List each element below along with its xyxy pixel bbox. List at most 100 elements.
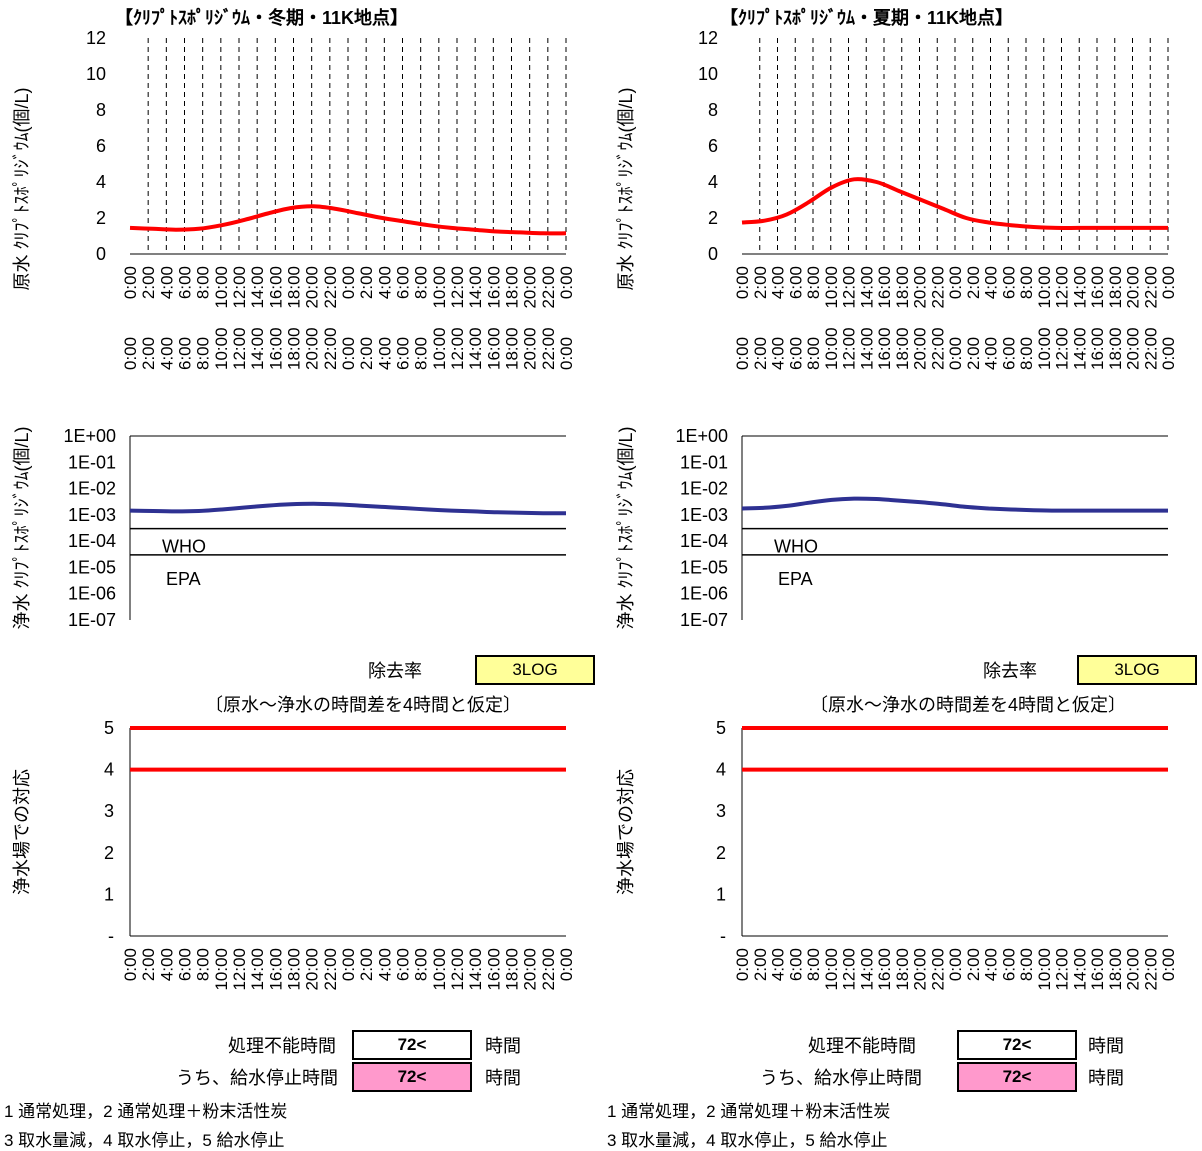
raw-time-label: 8:00 xyxy=(1017,266,1036,299)
raw-time-label: 20:00 xyxy=(1124,266,1143,309)
treated-time-label: 0:00 xyxy=(946,337,965,370)
log-tick-label: 1E-06 xyxy=(680,584,728,604)
response-time-label: 16:00 xyxy=(484,948,503,991)
response-time-label: 6:00 xyxy=(394,948,413,981)
raw-time-label: 8:00 xyxy=(194,266,213,299)
treated-time-label: 4:00 xyxy=(157,337,176,370)
supply-stop-time-label: うち、給水停止時間 xyxy=(176,1068,338,1088)
response-time-label: 22:00 xyxy=(321,948,340,991)
y-tick-label: 12 xyxy=(698,28,718,48)
raw-time-label: 18:00 xyxy=(285,266,304,309)
response-time-label: 18:00 xyxy=(285,948,304,991)
response-tick-label: 2 xyxy=(104,843,114,863)
time-lag-assumption: 〔原水～浄水の時間差を4時間と仮定〕 xyxy=(205,695,522,715)
response-legend-line2: 3 取水量減，4 取水停止，5 給水停止 xyxy=(4,1131,285,1150)
response-tick-label: 2 xyxy=(716,843,726,863)
raw-time-label: 14:00 xyxy=(466,266,485,309)
raw-time-label: 2:00 xyxy=(964,266,983,299)
y-tick-label: 2 xyxy=(708,208,718,228)
treated-time-label: 12:00 xyxy=(230,327,249,370)
response-time-label: 8:00 xyxy=(194,948,213,981)
raw-time-label: 4:00 xyxy=(982,266,1001,299)
treated-time-label: 18:00 xyxy=(285,327,304,370)
time-lag-assumption: 〔原水～浄水の時間差を4時間と仮定〕 xyxy=(810,695,1127,715)
response-tick-label: 4 xyxy=(716,760,726,780)
removal-rate-label: 除去率 xyxy=(983,661,1037,681)
response-tick-label: 3 xyxy=(104,801,114,821)
y-tick-label: 10 xyxy=(86,64,106,84)
response-tick-label: 5 xyxy=(716,718,726,738)
response-tick-label: 1 xyxy=(104,884,114,904)
raw-time-label: 0:00 xyxy=(339,266,358,299)
treated-time-label: 16:00 xyxy=(266,327,285,370)
response-time-label: 6:00 xyxy=(999,948,1018,981)
raw-time-label: 18:00 xyxy=(893,266,912,309)
treated-time-label: 0:00 xyxy=(121,337,140,370)
y-tick-label: 6 xyxy=(708,136,718,156)
treated-time-label: 20:00 xyxy=(1124,327,1143,370)
response-time-label: 8:00 xyxy=(412,948,431,981)
raw-time-label: 6:00 xyxy=(786,266,805,299)
treated-time-label: 2:00 xyxy=(751,337,770,370)
treated-time-label: 0:00 xyxy=(339,337,358,370)
treated-time-label: 6:00 xyxy=(786,337,805,370)
treated-time-label: 20:00 xyxy=(303,327,322,370)
response-tick-label: - xyxy=(108,926,114,946)
response-time-label: 12:00 xyxy=(448,948,467,991)
raw-time-label: 2:00 xyxy=(139,266,158,299)
raw-time-label: 22:00 xyxy=(1141,266,1160,309)
treated-time-label: 22:00 xyxy=(1141,327,1160,370)
removal-rate-value: 3LOG xyxy=(475,655,595,685)
raw-time-label: 22:00 xyxy=(928,266,947,309)
response-time-label: 14:00 xyxy=(857,948,876,991)
raw-water-series-line xyxy=(741,177,1168,230)
supply-stop-time-value: 72< xyxy=(957,1062,1077,1092)
response-time-label: 10:00 xyxy=(430,948,449,991)
y-tick-label: 8 xyxy=(708,100,718,120)
y-axis-label: 原水 ｸﾘﾌﾟﾄｽﾎﾟﾘｼﾞｳﾑ(個/L) xyxy=(616,88,636,291)
response-time-label: 10:00 xyxy=(212,948,231,991)
raw-time-label: 4:00 xyxy=(375,266,394,299)
raw-time-label: 0:00 xyxy=(557,266,576,299)
raw-time-label: 0:00 xyxy=(733,266,752,299)
raw-time-label: 20:00 xyxy=(521,266,540,309)
response-time-label: 18:00 xyxy=(503,948,522,991)
y-axis-label: 浄水 ｸﾘﾌﾟﾄｽﾎﾟﾘｼﾞｳﾑ(個/L) xyxy=(12,427,32,630)
response-time-label: 0:00 xyxy=(557,948,576,981)
raw-time-label: 20:00 xyxy=(911,266,930,309)
y-tick-label: 8 xyxy=(96,100,106,120)
response-time-label: 2:00 xyxy=(751,948,770,981)
response-time-label: 0:00 xyxy=(946,948,965,981)
response-time-label: 18:00 xyxy=(893,948,912,991)
chart-title: 【ｸﾘﾌﾟﾄｽﾎﾟﾘｼﾞｳﾑ・夏期・11K地点】 xyxy=(720,7,1013,28)
supply-stop-time-unit: 時間 xyxy=(1088,1068,1124,1088)
treated-time-label: 8:00 xyxy=(1017,337,1036,370)
raw-time-label: 8:00 xyxy=(412,266,431,299)
log-tick-label: 1E-01 xyxy=(680,452,728,472)
response-time-label: 0:00 xyxy=(339,948,358,981)
raw-time-label: 2:00 xyxy=(751,266,770,299)
raw-time-label: 10:00 xyxy=(1035,266,1054,309)
response-time-label: 10:00 xyxy=(822,948,841,991)
response-time-label: 16:00 xyxy=(266,948,285,991)
treated-time-label: 14:00 xyxy=(248,327,267,370)
treated-time-label: 12:00 xyxy=(840,327,859,370)
raw-time-label: 6:00 xyxy=(176,266,195,299)
response-time-label: 4:00 xyxy=(769,948,788,981)
response-time-label: 4:00 xyxy=(982,948,1001,981)
response-time-label: 20:00 xyxy=(911,948,930,991)
treated-time-label: 4:00 xyxy=(769,337,788,370)
removal-rate-label: 除去率 xyxy=(368,661,422,681)
treated-time-label: 10:00 xyxy=(212,327,231,370)
raw-time-label: 4:00 xyxy=(157,266,176,299)
treated-time-label: 18:00 xyxy=(893,327,912,370)
raw-time-label: 12:00 xyxy=(840,266,859,309)
who-label: WHO xyxy=(162,537,206,557)
treated-time-label: 12:00 xyxy=(448,327,467,370)
raw-time-label: 2:00 xyxy=(357,266,376,299)
untreatable-time-value: 72< xyxy=(957,1030,1077,1060)
raw-time-label: 4:00 xyxy=(769,266,788,299)
response-time-label: 14:00 xyxy=(248,948,267,991)
treated-time-label: 0:00 xyxy=(1159,337,1178,370)
y-axis-label: 浄水場での対応 xyxy=(616,769,636,895)
